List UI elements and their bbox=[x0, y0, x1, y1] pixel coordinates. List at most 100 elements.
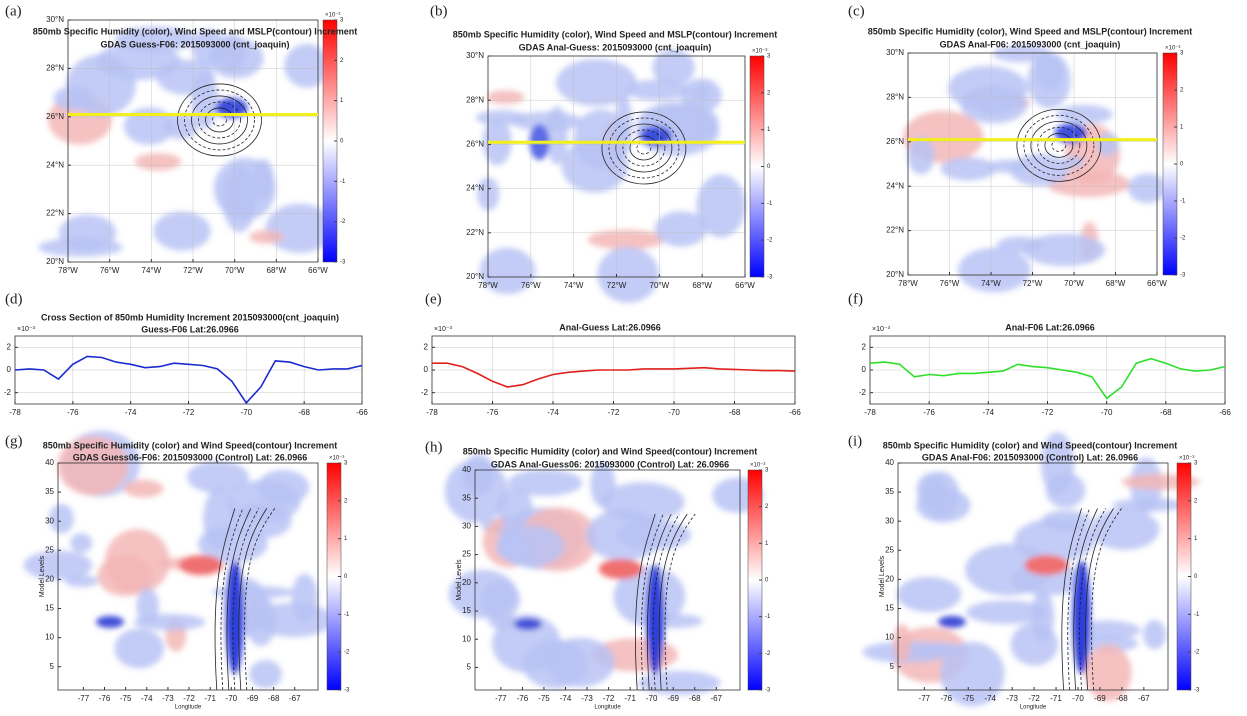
x-tick-label: -68 bbox=[1116, 694, 1128, 703]
colorbar-multiplier: ×10⁻³ bbox=[329, 456, 344, 462]
field-patch bbox=[53, 86, 95, 111]
colorbar-tick-label: 3 bbox=[1180, 51, 1184, 57]
colorbar-tick-label: -3 bbox=[344, 688, 350, 694]
contour bbox=[601, 111, 687, 185]
y-tick-label: -2 bbox=[421, 388, 429, 397]
panel bbox=[444, 454, 764, 696]
field-patch bbox=[652, 49, 695, 86]
contour bbox=[1073, 508, 1098, 691]
colorbar-tick-label: 1 bbox=[344, 536, 348, 542]
panel bbox=[475, 49, 746, 303]
y-tick-label: 30°N bbox=[46, 15, 64, 24]
contour bbox=[1044, 132, 1074, 158]
colorbar-tick-label: -3 bbox=[1194, 688, 1200, 694]
contour bbox=[635, 513, 656, 691]
chart-subtitle: GDAS Anal-F06: 2015093000 (cnt_joaquin) bbox=[940, 39, 1121, 49]
x-tick-label: -77 bbox=[78, 694, 90, 703]
y-tick-label: 26°N bbox=[466, 140, 484, 149]
y-tick-label: -2 bbox=[4, 388, 12, 397]
y-tick-label: 20°N bbox=[886, 270, 904, 279]
x-tick-label: 66°W bbox=[1147, 279, 1167, 288]
y-tick-label: 28°N bbox=[466, 95, 484, 104]
x-tick-label: -73 bbox=[1006, 694, 1018, 703]
field-patch bbox=[546, 106, 568, 165]
colorbar-tick-label: 1 bbox=[1194, 536, 1198, 542]
x-tick-label: -66 bbox=[1219, 408, 1231, 417]
y-tick-label: 10 bbox=[885, 633, 894, 642]
y-tick-label: 30°N bbox=[886, 48, 904, 57]
field-patch bbox=[226, 479, 301, 524]
contour bbox=[238, 508, 268, 691]
x-tick-label: 74°W bbox=[564, 281, 584, 290]
x-tick-label: -74 bbox=[141, 694, 153, 703]
chart-subtitle: GDAS Guess06-F06: 2015093000 (Control) L… bbox=[73, 452, 308, 462]
y-tick-label: 25 bbox=[45, 545, 54, 554]
contour bbox=[232, 508, 260, 691]
x-tick-label: -71 bbox=[624, 694, 636, 703]
colorbar-tick-label: 3 bbox=[344, 461, 348, 467]
colorbar-tick-label: -3 bbox=[765, 688, 771, 694]
x-tick-label: 68°W bbox=[1106, 279, 1126, 288]
y-tick-label: 20 bbox=[45, 575, 54, 584]
field-patch bbox=[598, 559, 643, 579]
field-patch bbox=[225, 560, 244, 675]
x-tick-label: -70 bbox=[668, 408, 680, 417]
field-patch bbox=[1040, 432, 1075, 496]
colorbar-tick-label: 2 bbox=[340, 58, 344, 64]
x-tick-label: -75 bbox=[120, 694, 132, 703]
field-patch bbox=[497, 536, 532, 562]
x-tick-label: 66°W bbox=[308, 266, 328, 275]
colorbar-tick-label: 0 bbox=[340, 139, 344, 145]
y-tick-label: 30 bbox=[885, 516, 894, 525]
field-patch bbox=[64, 574, 99, 588]
contour bbox=[646, 513, 672, 691]
y-tick-label: 26°N bbox=[886, 137, 904, 146]
contour bbox=[1023, 114, 1095, 176]
colorbar-multiplier: ×10⁻³ bbox=[750, 463, 765, 469]
field-patch bbox=[96, 615, 124, 628]
field-patch bbox=[696, 174, 746, 238]
field-patch bbox=[486, 90, 525, 104]
y-tick-label: 0 bbox=[862, 365, 867, 374]
colorbar-multiplier: ×10⁻³ bbox=[325, 13, 340, 19]
field-patch bbox=[1055, 104, 1113, 124]
field-patch bbox=[114, 628, 164, 669]
x-tick-label: 78°W bbox=[478, 281, 498, 290]
field bbox=[23, 430, 334, 689]
x-tick-label: -70 bbox=[1101, 408, 1113, 417]
colorbar-tick-label: -2 bbox=[344, 650, 350, 656]
y-tick-label: 15 bbox=[885, 604, 894, 613]
field-patch bbox=[1142, 619, 1167, 650]
field-patch bbox=[938, 615, 966, 628]
contour bbox=[1030, 120, 1088, 170]
field-patch bbox=[1090, 508, 1160, 550]
contour bbox=[1037, 126, 1081, 164]
contour bbox=[1091, 508, 1122, 691]
x-tick-label: -66 bbox=[356, 408, 368, 417]
panel-label: (g) bbox=[5, 433, 23, 449]
y-tick-label: 22°N bbox=[466, 228, 484, 237]
plot-frame bbox=[57, 462, 319, 691]
plot-frame bbox=[897, 462, 1169, 691]
x-tick-label: 68°W bbox=[267, 266, 287, 275]
colorbar-tick-label: 2 bbox=[765, 504, 769, 510]
contour bbox=[198, 101, 241, 139]
y-tick-label: 40 bbox=[45, 458, 54, 467]
colorbar-tick-label: 1 bbox=[340, 98, 344, 104]
y-axis-label: Model Levels bbox=[879, 555, 886, 597]
contour bbox=[664, 513, 696, 691]
contour bbox=[244, 508, 276, 691]
field-patch bbox=[70, 533, 93, 553]
x-tick-label: -78 bbox=[864, 408, 876, 417]
y-tick-label: 5 bbox=[467, 663, 472, 672]
x-tick-label: -78 bbox=[426, 408, 438, 417]
field-patch bbox=[444, 459, 508, 523]
panel-label: (a) bbox=[5, 3, 22, 19]
y-tick-label: 30°N bbox=[466, 51, 484, 60]
y-tick-label: 35 bbox=[462, 493, 471, 502]
chart-title: 850mb Specific Humidity (color) and Wind… bbox=[43, 440, 337, 450]
field-patch bbox=[249, 230, 284, 244]
panel-label: (e) bbox=[425, 291, 442, 307]
chart-subtitle: GDAS Anal-Guess06: 2015093000 (Control) … bbox=[491, 459, 729, 469]
colorbar-tick-label: -2 bbox=[1194, 650, 1200, 656]
